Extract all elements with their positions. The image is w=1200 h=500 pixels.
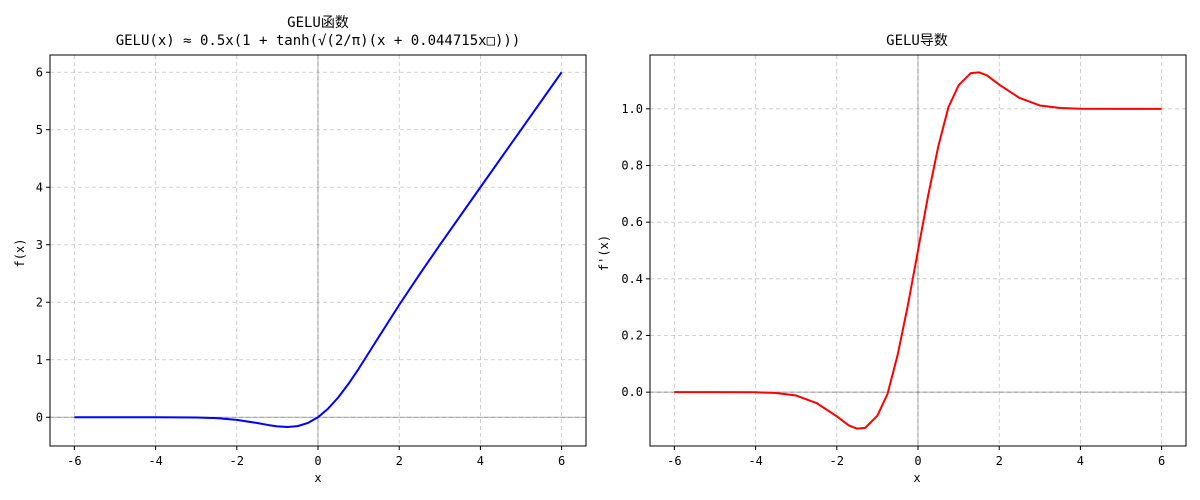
grid: [650, 55, 1186, 446]
chart-subtitle: GELU(x) ≈ 0.5x(1 + tanh(√(2/π)(x + 0.044…: [116, 33, 521, 49]
y-tick-label: 3: [36, 238, 43, 252]
x-tick-label: 6: [1158, 454, 1165, 468]
gelu-derivative-chart: GELU导数 -6 -4 -2 0 2 4 6 0.0 0.2 0.4 0.6 0.8 1.0 x f'…: [597, 33, 1187, 485]
x-tick-label: -6: [667, 454, 681, 468]
series-group: [674, 71, 1162, 430]
series-line: [74, 71, 563, 429]
reference-lines: [50, 55, 586, 446]
x-tick-label: 0: [914, 454, 921, 468]
x-tick-label: 0: [314, 454, 321, 468]
x-axis-label: x: [314, 471, 321, 485]
series-line: [674, 71, 1162, 430]
y-tick-label: 6: [36, 65, 43, 79]
ticks: -6 -4 -2 0 2 4 6 0 1 2 3 4 5 6: [36, 65, 565, 468]
y-tick-label: 0.0: [621, 385, 643, 399]
y-tick-label: 2: [36, 295, 43, 309]
x-tick-label: 6: [558, 454, 565, 468]
x-tick-label: 2: [396, 454, 403, 468]
y-tick-label: 5: [36, 123, 43, 137]
y-axis-label: f'(x): [597, 235, 611, 271]
x-tick-label: -4: [748, 454, 762, 468]
y-tick-label: 1.0: [621, 102, 643, 116]
y-tick-label: 0: [36, 410, 43, 424]
y-tick-label: 0.2: [621, 329, 643, 343]
x-tick-label: -6: [67, 454, 81, 468]
chart-title: GELU导数: [886, 33, 948, 49]
x-tick-label: -4: [148, 454, 162, 468]
x-tick-label: -2: [830, 454, 844, 468]
ticks: -6 -4 -2 0 2 4 6 0.0 0.2 0.4 0.6 0.8 1.0: [621, 102, 1165, 468]
series-group: [74, 71, 563, 429]
grid: [50, 55, 586, 446]
x-tick-label: 4: [1077, 454, 1084, 468]
y-tick-label: 4: [36, 180, 43, 194]
y-tick-label: 0.4: [621, 272, 643, 286]
x-axis-label: x: [913, 471, 920, 485]
y-tick-label: 0.6: [621, 215, 643, 229]
x-tick-label: 4: [477, 454, 484, 468]
y-tick-label: 1: [36, 353, 43, 367]
gelu-function-chart: GELU函数 GELU(x) ≈ 0.5x(1 + tanh(√(2/π)(x …: [13, 15, 587, 485]
y-axis-label: f(x): [13, 239, 27, 268]
y-tick-label: 0.8: [621, 159, 643, 173]
x-tick-label: -2: [230, 454, 244, 468]
x-tick-label: 2: [996, 454, 1003, 468]
chart-title: GELU函数: [287, 15, 349, 31]
